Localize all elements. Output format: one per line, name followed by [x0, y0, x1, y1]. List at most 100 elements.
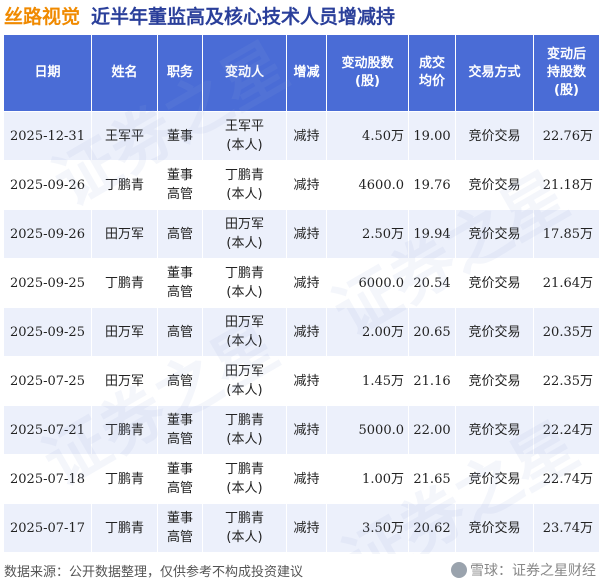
cell-changer: 丁鹏青 (本人) [202, 258, 287, 308]
cell-price: 19.76 [408, 160, 456, 210]
cell-position: 董事 高管 [157, 405, 203, 455]
col-header-price: 成交 均价 [408, 34, 456, 112]
cell-method: 竞价交易 [455, 405, 534, 455]
cell-shares: 4.50万 [326, 111, 409, 161]
cell-name: 田万军 [91, 209, 158, 259]
cell-holdings: 22.74万 [533, 454, 600, 504]
cell-holdings: 22.76万 [533, 111, 600, 161]
cell-changer: 丁鹏青 (本人) [202, 405, 287, 455]
cell-direction: 减持 [286, 503, 327, 553]
cell-position: 董事 高管 [157, 258, 203, 308]
col-header-direction: 增减 [286, 34, 327, 112]
cell-changer: 田万军 (本人) [202, 209, 287, 259]
page-title: 近半年董监高及核心技术人员增减持 [91, 6, 396, 28]
cell-direction: 减持 [286, 454, 327, 504]
cell-date: 2025-07-18 [3, 454, 92, 504]
snowball-icon [451, 562, 467, 578]
cell-date: 2025-09-26 [3, 209, 92, 259]
cell-price: 21.16 [408, 356, 456, 406]
table-row: 2025-07-18 丁鹏青 董事 高管 丁鹏青 (本人) 减持 1.00万 21.65 竞价交易… [3, 454, 600, 504]
col-header-name: 姓名 [91, 34, 158, 112]
table-row: 2025-09-26 丁鹏青 董事 高管 丁鹏青 (本人) 减持 4600.0 19.76 竞价交… [3, 160, 600, 210]
cell-name: 田万军 [91, 307, 158, 357]
cell-price: 20.65 [408, 307, 456, 357]
cell-date: 2025-12-31 [3, 111, 92, 161]
cell-date: 2025-09-26 [3, 160, 92, 210]
cell-shares: 2.00万 [326, 307, 409, 357]
cell-changer: 王军平 (本人) [202, 111, 287, 161]
cell-method: 竞价交易 [455, 503, 534, 553]
cell-position: 高管 [157, 209, 203, 259]
cell-changer: 丁鹏青 (本人) [202, 160, 287, 210]
cell-position: 董事 高管 [157, 160, 203, 210]
cell-direction: 减持 [286, 307, 327, 357]
cell-shares: 4600.0 [326, 160, 409, 210]
cell-name: 丁鹏青 [91, 405, 158, 455]
cell-position: 高管 [157, 356, 203, 406]
cell-name: 丁鹏青 [91, 258, 158, 308]
col-header-holdings: 变动后 持股数 (股) [533, 34, 600, 112]
cell-price: 20.54 [408, 258, 456, 308]
table-header-row: 日期 姓名 职务 变动人 增减 变动股数 (股) 成交 均价 交易方式 变动后 持股数… [3, 34, 600, 112]
cell-holdings: 22.24万 [533, 405, 600, 455]
cell-position: 董事 高管 [157, 503, 203, 553]
cell-direction: 减持 [286, 111, 327, 161]
cell-date: 2025-07-25 [3, 356, 92, 406]
brand-label: 丝路视觉 [4, 6, 81, 28]
cell-shares: 2.50万 [326, 209, 409, 259]
cell-name: 丁鹏青 [91, 503, 158, 553]
cell-date: 2025-07-17 [3, 503, 92, 553]
xueqiu-logo: 雪球：证券之星财经 [451, 560, 596, 580]
cell-name: 王军平 [91, 111, 158, 161]
cell-holdings: 20.35万 [533, 307, 600, 357]
table-row: 2025-09-25 丁鹏青 董事 高管 丁鹏青 (本人) 减持 6000.0 20.54 竞价交… [3, 258, 600, 308]
cell-date: 2025-09-25 [3, 307, 92, 357]
data-source-note: 数据来源：公开数据整理，仅供参考不构成投资建议 [4, 565, 304, 580]
cell-name: 丁鹏青 [91, 454, 158, 504]
cell-holdings: 17.85万 [533, 209, 600, 259]
cell-position: 董事 [157, 111, 203, 161]
cell-shares: 1.00万 [326, 454, 409, 504]
cell-holdings: 23.74万 [533, 503, 600, 553]
table-row: 2025-09-26 田万军 高管 田万军 (本人) 减持 2.50万 19.94 竞价交易 17… [3, 209, 600, 259]
col-header-changer: 变动人 [202, 34, 287, 112]
cell-method: 竞价交易 [455, 454, 534, 504]
cell-holdings: 21.64万 [533, 258, 600, 308]
cell-direction: 减持 [286, 405, 327, 455]
cell-shares: 6000.0 [326, 258, 409, 308]
col-header-shares: 变动股数 (股) [326, 34, 409, 112]
cell-method: 竞价交易 [455, 209, 534, 259]
logo-text: 雪球：证券之星财经 [470, 563, 596, 579]
cell-price: 22.00 [408, 405, 456, 455]
cell-position: 董事 高管 [157, 454, 203, 504]
cell-shares: 1.45万 [326, 356, 409, 406]
col-header-position: 职务 [157, 34, 203, 112]
header: 丝路视觉 近半年董监高及核心技术人员增减持 [0, 0, 600, 32]
cell-direction: 减持 [286, 356, 327, 406]
cell-direction: 减持 [286, 160, 327, 210]
cell-price: 21.65 [408, 454, 456, 504]
cell-holdings: 21.18万 [533, 160, 600, 210]
cell-method: 竞价交易 [455, 356, 534, 406]
table-row: 2025-07-21 丁鹏青 董事 高管 丁鹏青 (本人) 减持 5000.0 22.00 竞价交… [3, 405, 600, 455]
cell-position: 高管 [157, 307, 203, 357]
footer: 数据来源：公开数据整理，仅供参考不构成投资建议 雪球：证券之星财经 [0, 560, 600, 581]
cell-date: 2025-07-21 [3, 405, 92, 455]
table-row: 2025-12-31 王军平 董事 王军平 (本人) 减持 4.50万 19.00 竞价交易 22… [3, 111, 600, 161]
cell-shares: 5000.0 [326, 405, 409, 455]
cell-direction: 减持 [286, 209, 327, 259]
cell-price: 19.94 [408, 209, 456, 259]
cell-method: 竞价交易 [455, 111, 534, 161]
col-header-method: 交易方式 [455, 34, 534, 112]
cell-price: 19.00 [408, 111, 456, 161]
cell-changer: 丁鹏青 (本人) [202, 454, 287, 504]
cell-holdings: 22.35万 [533, 356, 600, 406]
table-row: 2025-07-25 田万军 高管 田万军 (本人) 减持 1.45万 21.16 竞价交易 22… [3, 356, 600, 406]
cell-name: 田万军 [91, 356, 158, 406]
cell-changer: 丁鹏青 (本人) [202, 503, 287, 553]
cell-changer: 田万军 (本人) [202, 356, 287, 406]
cell-price: 20.62 [408, 503, 456, 553]
cell-date: 2025-09-25 [3, 258, 92, 308]
cell-shares: 3.50万 [326, 503, 409, 553]
cell-method: 竞价交易 [455, 160, 534, 210]
